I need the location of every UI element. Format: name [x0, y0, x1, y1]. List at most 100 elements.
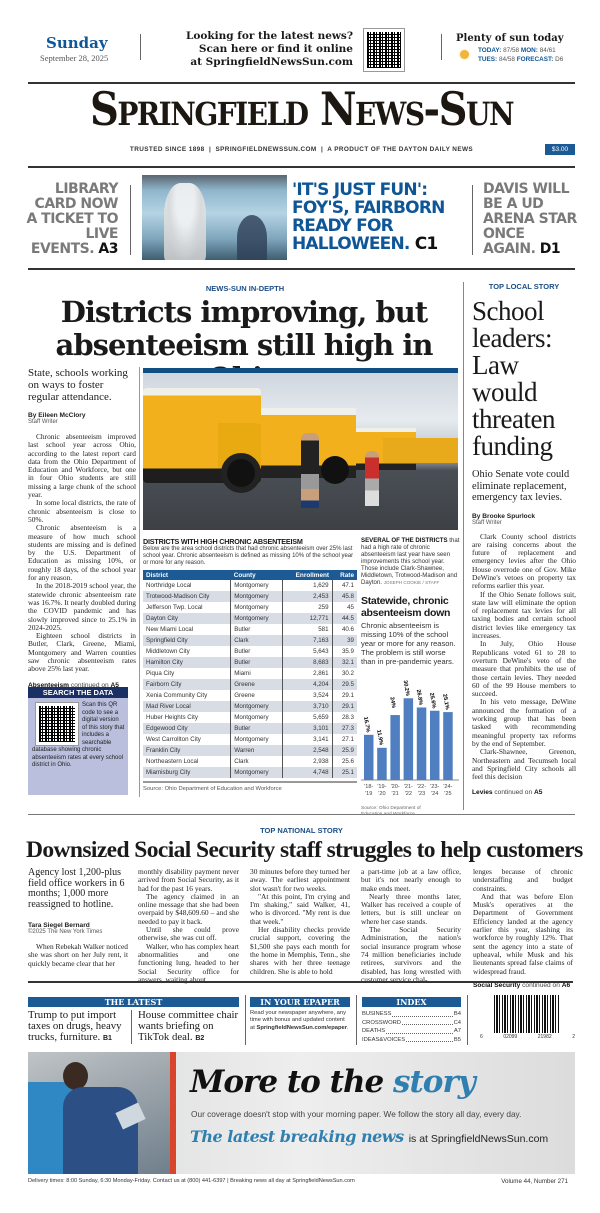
table-cell: 5,643 [282, 646, 333, 657]
footer-volume: Volume 44, Number 271 [501, 1178, 568, 1185]
local-byline-role: Staff Writer [472, 519, 502, 526]
local-headline[interactable]: School leaders: Law would threaten fundi… [472, 296, 555, 461]
divider [139, 367, 140, 797]
index-page: B4 [453, 1011, 461, 1017]
table-row: New Miami Local Butler 581 40.6 [143, 624, 357, 635]
table-cell: Greene [230, 690, 284, 701]
chart-data-label: 30.2% [402, 680, 411, 697]
index-item[interactable]: DEATHS A7 [362, 1027, 461, 1036]
table-row: Huber Heights City Montgomery 5,659 28.3 [143, 712, 357, 723]
edition-day: Sunday [46, 34, 108, 52]
lead-headline[interactable]: Districts improving, but absenteeism stil… [55, 295, 434, 395]
table-cell: 44.5 [332, 613, 357, 624]
search-qr-code[interactable] [35, 702, 79, 746]
teaser-right[interactable]: DAVIS WILL BE A UD ARENA STAR ONCE AGAIN… [483, 181, 577, 257]
table-cell: 29.1 [341, 692, 354, 699]
divider [356, 995, 357, 1045]
table-cell: 3,710 [282, 701, 333, 712]
chart-subtitle: Chronic absenteeism is missing 10% of th… [361, 621, 456, 666]
chart-bar [416, 707, 427, 780]
national-kicker: TOP NATIONAL STORY [260, 826, 343, 835]
table-cell: Springfield City [143, 635, 232, 646]
table-row: Northridge Local Montgomery 1,629 47.1 [143, 580, 357, 591]
chart-bar [403, 698, 414, 780]
the-latest-box: THE LATEST Trump to put import taxes on … [28, 997, 239, 1044]
forecast-page[interactable]: D6 [555, 55, 564, 63]
teaser-left[interactable]: LIBRARY CARD NOW A TICKET TO LIVE EVENTS… [26, 181, 118, 257]
mon-label: MON: [520, 47, 538, 54]
index-item[interactable]: CROSSWORD C4 [362, 1019, 461, 1028]
table-cell: Northeastern Local [143, 756, 232, 767]
divider [28, 268, 575, 270]
masthead-title: Springfield News-Sun [89, 82, 515, 137]
chart-bar [430, 710, 440, 780]
table-cell: Clark [230, 756, 284, 767]
table-row: Northeastern Local Clark 2,938 25.6 [143, 756, 357, 767]
table-cell: 3,524 [282, 690, 333, 701]
search-data-box: SEARCH THE DATA Scan this QR code to see… [28, 687, 128, 795]
table-row: Mad River Local Montgomery 3,710 29.1 [143, 701, 357, 712]
local-continued-link[interactable]: Levies continued on A5 [472, 789, 543, 797]
chart-bar [443, 712, 453, 780]
table-cell: Dayton City [143, 613, 232, 624]
search-box-title: SEARCH THE DATA [28, 687, 128, 698]
qr-code[interactable] [363, 28, 405, 72]
epaper-box: IN YOUR EPAPER Read your newspaper anywh… [250, 997, 350, 1031]
epaper-link[interactable]: SpringfieldNewsSun.com/epaper [256, 1024, 347, 1031]
divider [28, 82, 575, 84]
absenteeism-table: District County Enrollment Rate Northridge … [143, 570, 357, 778]
ad-headline: More to the story [190, 1064, 476, 1100]
national-continued-link[interactable]: Social Security continued on A6 [473, 981, 571, 989]
latest-item[interactable]: Trump to put import taxes on drugs, heav… [28, 1009, 122, 1043]
today-label: TODAY: [478, 47, 502, 54]
index-label: DEATHS [362, 1028, 386, 1034]
chart-bar [377, 747, 387, 780]
index-item[interactable]: BUSINESS B4 [362, 1010, 461, 1019]
table-row: Edgewood City Butler 3,101 27.3 [143, 723, 357, 734]
table-cell: 2,938 [282, 756, 333, 767]
latest-item[interactable]: House committee chair wants briefing on … [138, 1009, 239, 1043]
table-cell: Miami [230, 668, 284, 679]
table-cell: 1,629 [282, 580, 333, 591]
forecast-label: FORECAST: [516, 55, 554, 63]
chart-tick-label: '22- [417, 784, 426, 790]
divider [140, 34, 141, 60]
edition-date: September 28, 2025 [40, 53, 109, 63]
index-item[interactable]: IDEAS&VOICES B5 [362, 1036, 461, 1045]
table-cell: Mad River Local [143, 701, 232, 712]
more-to-the-story-ad[interactable]: More to the story Our coverage doesn't s… [28, 1052, 575, 1174]
top-bar: Sunday September 28, 2025 Looking for th… [28, 26, 575, 78]
table-cell: 39 [332, 635, 357, 646]
promo-line: Looking for the latest news? [186, 30, 353, 42]
index-box: INDEX BUSINESS B4 CROSSWORD C4 DEATHS A7 IDEAS… [362, 997, 461, 1044]
teaser-center[interactable]: 'IT'S JUST FUN': FOY'S, FAIRBORN READY F… [292, 180, 445, 254]
local-byline: By Brooke Spurlock [472, 512, 536, 520]
table-row: Trotwood-Madison City Montgomery 2,453 45.8 [143, 591, 357, 602]
table-cell: 25.1 [332, 767, 357, 778]
local-kicker: TOP LOCAL STORY [488, 282, 560, 291]
table-cell: 27.1 [341, 736, 354, 743]
table-cell: Northridge Local [143, 580, 232, 591]
table-cell: 12,771 [282, 613, 333, 624]
lead-continued-link[interactable]: Absenteeism continued on A5 [28, 681, 119, 689]
barcode: 6 02099 21982 2 [480, 995, 575, 1045]
table-cell: 32.1 [332, 657, 357, 668]
table-header-enrollment: Enrollment [282, 570, 333, 580]
table-cell: 581 [282, 624, 333, 635]
ad-line: Our coverage doesn't stop with your morn… [191, 1109, 522, 1119]
divider [28, 981, 573, 983]
table-cell: 35.9 [341, 648, 354, 655]
lead-body: Chronic absenteeism improved last school… [28, 432, 136, 674]
divider [463, 282, 464, 810]
table-row: Dayton City Montgomery 12,771 44.5 [143, 613, 357, 624]
chart-tick-label: '21- [404, 784, 413, 790]
table-cell: Montgomery [230, 580, 284, 591]
index-label: BUSINESS [362, 1011, 392, 1017]
table-cell: Miamisburg City [143, 767, 232, 778]
national-byline: Tara Siegel Bernard [28, 922, 90, 929]
chart-tick-label: '23 [418, 791, 425, 797]
table-cell: 3,141 [282, 734, 333, 745]
lead-deck: State, schools working on ways to foster… [28, 367, 128, 403]
national-headline[interactable]: Downsized Social Security staff struggle… [26, 837, 583, 863]
table-cell: Montgomery [230, 734, 284, 745]
